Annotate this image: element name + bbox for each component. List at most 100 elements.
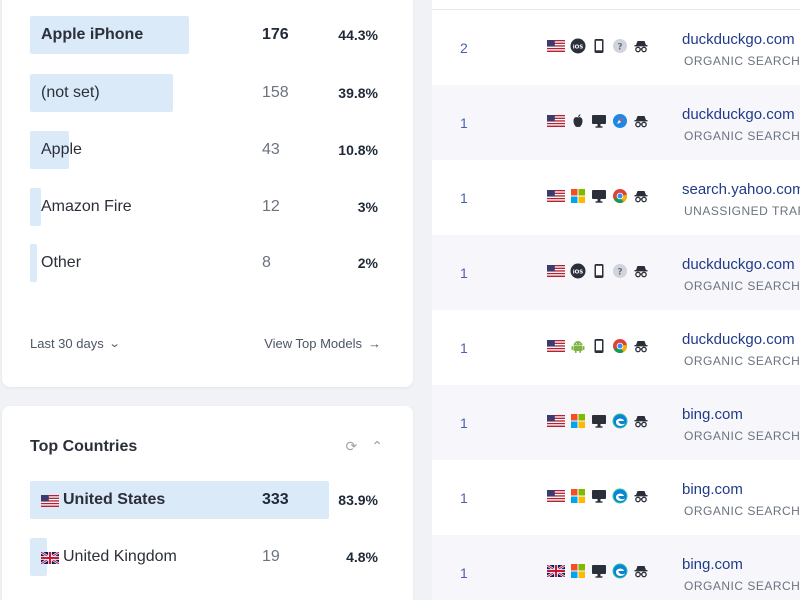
apple-icon [570, 113, 586, 129]
chrome-icon [612, 338, 628, 354]
windows-icon [570, 563, 586, 579]
visit-count: 1 [460, 490, 468, 506]
visit-icons [546, 113, 649, 129]
visits-panel: 2 iOS? duckduckgo.com ORGANIC SEARCH 1 duckdu… [432, 0, 800, 600]
us-flag [546, 263, 565, 279]
windows-icon [570, 413, 586, 429]
chevron-down-icon: ⌄ [108, 338, 121, 350]
edge-icon [612, 413, 628, 429]
referrer-domain-link[interactable]: bing.com [682, 556, 743, 573]
visit-count: 1 [460, 265, 468, 281]
windows-icon [570, 188, 586, 204]
uk-flag [40, 550, 60, 565]
chrome-icon [612, 188, 628, 204]
desktop-icon [591, 488, 607, 504]
visit-icons [546, 488, 649, 504]
visit-row[interactable]: 1 iOS? duckduckgo.com ORGANIC SEARCH [432, 235, 800, 310]
us-flag [546, 413, 565, 429]
model-percent: 10.8% [338, 142, 378, 158]
windows-icon [570, 488, 586, 504]
visit-row[interactable]: 1 duckduckgo.com ORGANIC SEARCH [432, 310, 800, 385]
model-label: Amazon Fire [41, 198, 132, 215]
model-count: 12 [262, 198, 280, 215]
android-icon [570, 338, 586, 354]
refresh-icon[interactable]: ⟳ [345, 438, 358, 454]
model-percent: 2% [357, 255, 378, 271]
phone-icon [591, 263, 607, 279]
share-bar [30, 481, 329, 519]
referrer-domain-link[interactable]: bing.com [682, 406, 743, 423]
model-label: Apple iPhone [41, 26, 144, 43]
card-tools: ⟳ ⌃ [346, 438, 383, 455]
country-count: 19 [262, 548, 280, 565]
visit-row[interactable]: 1 search.yahoo.com UNASSIGNED TRAFF [432, 160, 800, 235]
model-percent: 39.8% [338, 85, 378, 101]
country-label: United States [41, 491, 165, 509]
share-bar [30, 16, 190, 54]
period-label: Last 30 days [30, 336, 104, 351]
us-flag [546, 38, 565, 54]
share-bar [30, 131, 69, 169]
ios-icon: iOS [570, 38, 586, 54]
phone-icon [591, 38, 607, 54]
visit-row[interactable]: 1 bing.com ORGANIC SEARCH [432, 460, 800, 535]
referrer-domain-link[interactable]: duckduckgo.com [682, 256, 795, 273]
desktop-icon [591, 113, 607, 129]
incognito-icon [633, 263, 649, 279]
share-bar [30, 188, 41, 226]
visit-count: 1 [460, 340, 468, 356]
visit-row[interactable]: 1 bing.com ORGANIC SEARCH [432, 535, 800, 600]
model-row[interactable]: Apple 43 10.8% [30, 131, 390, 169]
visit-count: 1 [460, 415, 468, 431]
model-count: 8 [262, 254, 271, 271]
referrer-domain-link[interactable]: duckduckgo.com [682, 31, 795, 48]
visit-count: 2 [460, 40, 468, 56]
model-row[interactable]: Apple iPhone 176 44.3% [30, 16, 390, 54]
visit-row[interactable]: 1 duckduckgo.com ORGANIC SEARCH [432, 85, 800, 160]
share-bar [30, 74, 174, 112]
uk-flag [546, 563, 565, 579]
country-percent: 4.8% [346, 549, 378, 565]
model-row[interactable]: Amazon Fire 12 3% [30, 188, 390, 226]
model-row[interactable]: Other 8 2% [30, 244, 390, 282]
model-count: 43 [262, 141, 280, 158]
referrer-type: ORGANIC SEARCH [684, 429, 800, 443]
country-row[interactable]: United States 333 83.9% [30, 481, 390, 519]
model-percent: 3% [357, 199, 378, 215]
country-name: United Kingdom [63, 548, 177, 565]
svg-text:iOS: iOS [573, 269, 584, 275]
unknown-browser-icon: ? [612, 263, 628, 279]
chevron-up-icon[interactable]: ⌃ [371, 438, 383, 454]
top-countries-card: Top Countries ⟳ ⌃ United States 333 83.9% U… [2, 406, 413, 600]
visit-row[interactable]: 1 bing.com ORGANIC SEARCH [432, 385, 800, 460]
referrer-type: UNASSIGNED TRAFF [684, 204, 800, 218]
referrer-domain-link[interactable]: duckduckgo.com [682, 106, 795, 123]
model-label: Apple [41, 141, 82, 158]
phone-icon [591, 338, 607, 354]
period-dropdown[interactable]: Last 30 days ⌄ [30, 336, 121, 351]
view-top-models-link[interactable]: View Top Models → [264, 336, 381, 351]
referrer-type: ORGANIC SEARCH [684, 504, 800, 518]
visit-count: 1 [460, 190, 468, 206]
visit-row[interactable]: 2 iOS? duckduckgo.com ORGANIC SEARCH [432, 10, 800, 85]
referrer-type: ORGANIC SEARCH [684, 279, 800, 293]
model-row[interactable]: (not set) 158 39.8% [30, 74, 390, 112]
referrer-domain-link[interactable]: search.yahoo.com [682, 181, 800, 198]
top-models-card: Apple iPhone 176 44.3% (not set) 158 39.8% App… [2, 0, 413, 387]
model-count: 158 [262, 84, 289, 101]
referrer-domain-link[interactable]: bing.com [682, 481, 743, 498]
incognito-icon [633, 113, 649, 129]
table-header-divider [432, 9, 800, 10]
visit-count: 1 [460, 115, 468, 131]
model-label: (not set) [41, 84, 100, 101]
share-bar [30, 244, 38, 282]
referrer-domain-link[interactable]: duckduckgo.com [682, 331, 795, 348]
view-top-models-label: View Top Models [264, 336, 362, 351]
desktop-icon [591, 563, 607, 579]
referrer-type: ORGANIC SEARCH [684, 54, 800, 68]
referrer-type: ORGANIC SEARCH [684, 129, 800, 143]
incognito-icon [633, 338, 649, 354]
country-percent: 83.9% [338, 492, 378, 508]
us-flag [546, 188, 565, 204]
country-row[interactable]: United Kingdom 19 4.8% [30, 538, 390, 576]
